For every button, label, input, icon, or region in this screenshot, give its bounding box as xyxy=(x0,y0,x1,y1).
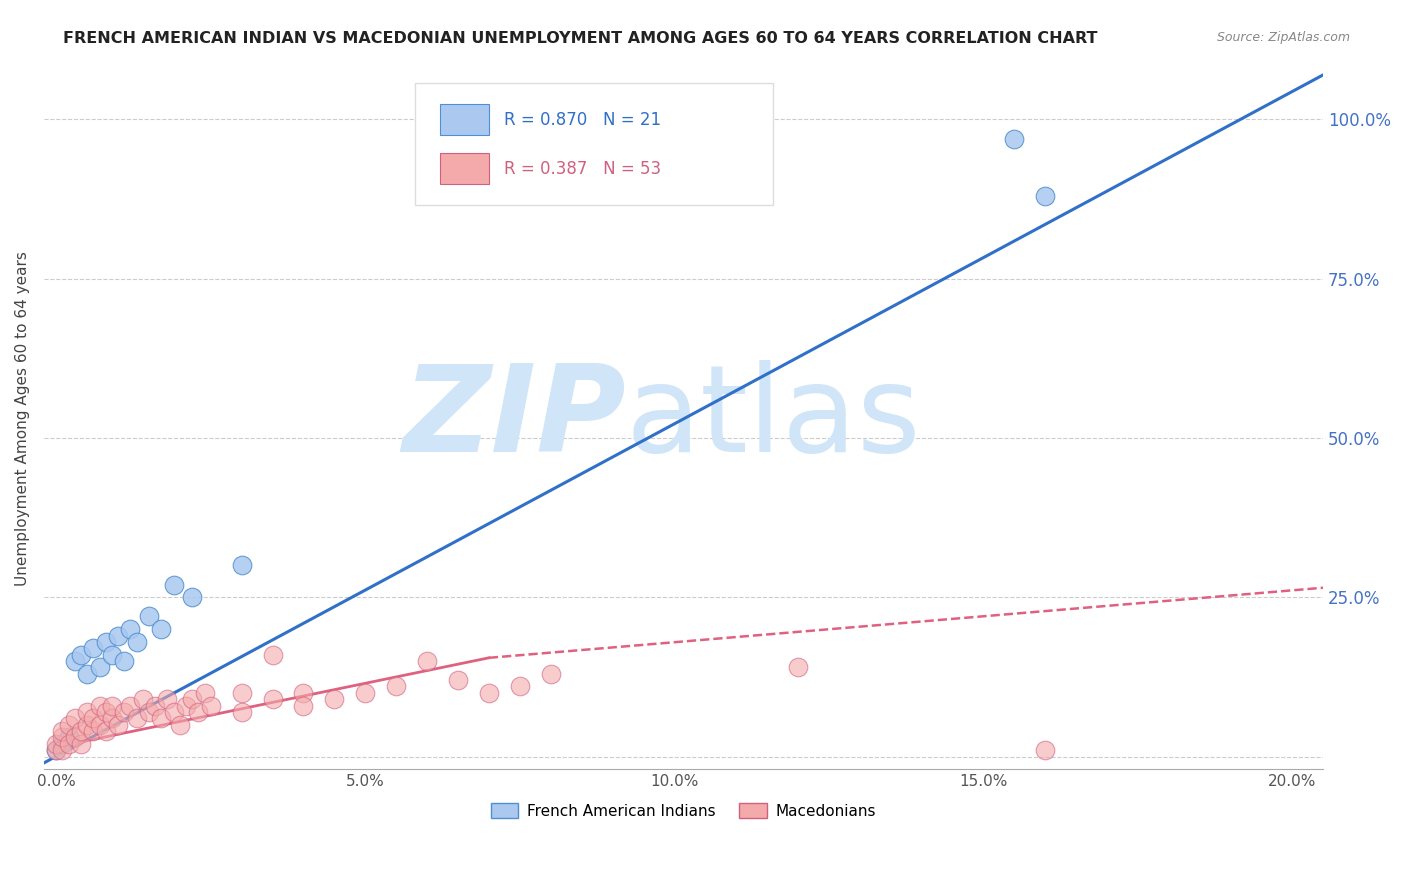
Point xyxy=(786,660,808,674)
Point xyxy=(89,660,111,674)
Point xyxy=(262,648,284,662)
Point xyxy=(63,654,86,668)
Point xyxy=(107,628,129,642)
Point xyxy=(120,698,142,713)
Point xyxy=(163,705,186,719)
Point xyxy=(354,686,377,700)
Point xyxy=(187,705,209,719)
Point xyxy=(150,622,173,636)
Point xyxy=(1002,131,1025,145)
Point xyxy=(200,698,222,713)
Point xyxy=(132,692,155,706)
Point xyxy=(231,686,253,700)
Point xyxy=(156,692,179,706)
Point xyxy=(1033,189,1056,203)
Point xyxy=(138,705,160,719)
Point xyxy=(94,635,117,649)
Point xyxy=(76,666,98,681)
Point xyxy=(292,698,315,713)
Point xyxy=(107,717,129,731)
Point xyxy=(478,686,501,700)
Point xyxy=(76,705,98,719)
Point xyxy=(101,711,124,725)
Point xyxy=(58,717,80,731)
Point xyxy=(385,680,408,694)
Point xyxy=(45,737,67,751)
Point xyxy=(112,654,135,668)
Point xyxy=(181,591,204,605)
Point xyxy=(76,717,98,731)
Point xyxy=(94,705,117,719)
Point xyxy=(89,698,111,713)
Point xyxy=(231,705,253,719)
Point xyxy=(323,692,346,706)
Point xyxy=(163,577,186,591)
Point xyxy=(51,731,73,745)
Point xyxy=(143,698,166,713)
Point xyxy=(112,705,135,719)
Text: FRENCH AMERICAN INDIAN VS MACEDONIAN UNEMPLOYMENT AMONG AGES 60 TO 64 YEARS CORR: FRENCH AMERICAN INDIAN VS MACEDONIAN UNE… xyxy=(63,31,1098,46)
Point xyxy=(169,717,191,731)
Point xyxy=(1033,743,1056,757)
Point xyxy=(416,654,439,668)
Point xyxy=(70,648,93,662)
Point xyxy=(94,724,117,739)
Text: R = 0.870   N = 21: R = 0.870 N = 21 xyxy=(505,111,662,128)
Point xyxy=(70,724,93,739)
Point xyxy=(101,698,124,713)
Point xyxy=(447,673,470,687)
Point xyxy=(120,622,142,636)
Point xyxy=(82,711,104,725)
FancyBboxPatch shape xyxy=(440,103,489,135)
Point xyxy=(125,635,148,649)
Text: ZIP: ZIP xyxy=(402,360,626,477)
Point xyxy=(193,686,215,700)
Point xyxy=(58,737,80,751)
Point xyxy=(138,609,160,624)
Point xyxy=(82,724,104,739)
Point xyxy=(101,648,124,662)
Point xyxy=(63,711,86,725)
Point xyxy=(51,743,73,757)
Point xyxy=(231,558,253,573)
Point xyxy=(51,724,73,739)
Point xyxy=(63,731,86,745)
Point xyxy=(70,737,93,751)
Point xyxy=(45,743,67,757)
Y-axis label: Unemployment Among Ages 60 to 64 years: Unemployment Among Ages 60 to 64 years xyxy=(15,252,30,586)
Text: atlas: atlas xyxy=(626,360,921,477)
Point xyxy=(150,711,173,725)
Point xyxy=(292,686,315,700)
Point xyxy=(262,692,284,706)
Point xyxy=(82,641,104,656)
Point xyxy=(181,692,204,706)
Point xyxy=(58,731,80,745)
FancyBboxPatch shape xyxy=(440,153,489,184)
Point xyxy=(509,680,531,694)
Point xyxy=(125,711,148,725)
Point xyxy=(540,666,562,681)
Legend: French American Indians, Macedonians: French American Indians, Macedonians xyxy=(485,797,883,825)
Point xyxy=(89,717,111,731)
Text: Source: ZipAtlas.com: Source: ZipAtlas.com xyxy=(1216,31,1350,45)
FancyBboxPatch shape xyxy=(415,83,773,205)
Text: R = 0.387   N = 53: R = 0.387 N = 53 xyxy=(505,160,662,178)
Point xyxy=(174,698,197,713)
Point xyxy=(45,743,67,757)
Point xyxy=(51,737,73,751)
